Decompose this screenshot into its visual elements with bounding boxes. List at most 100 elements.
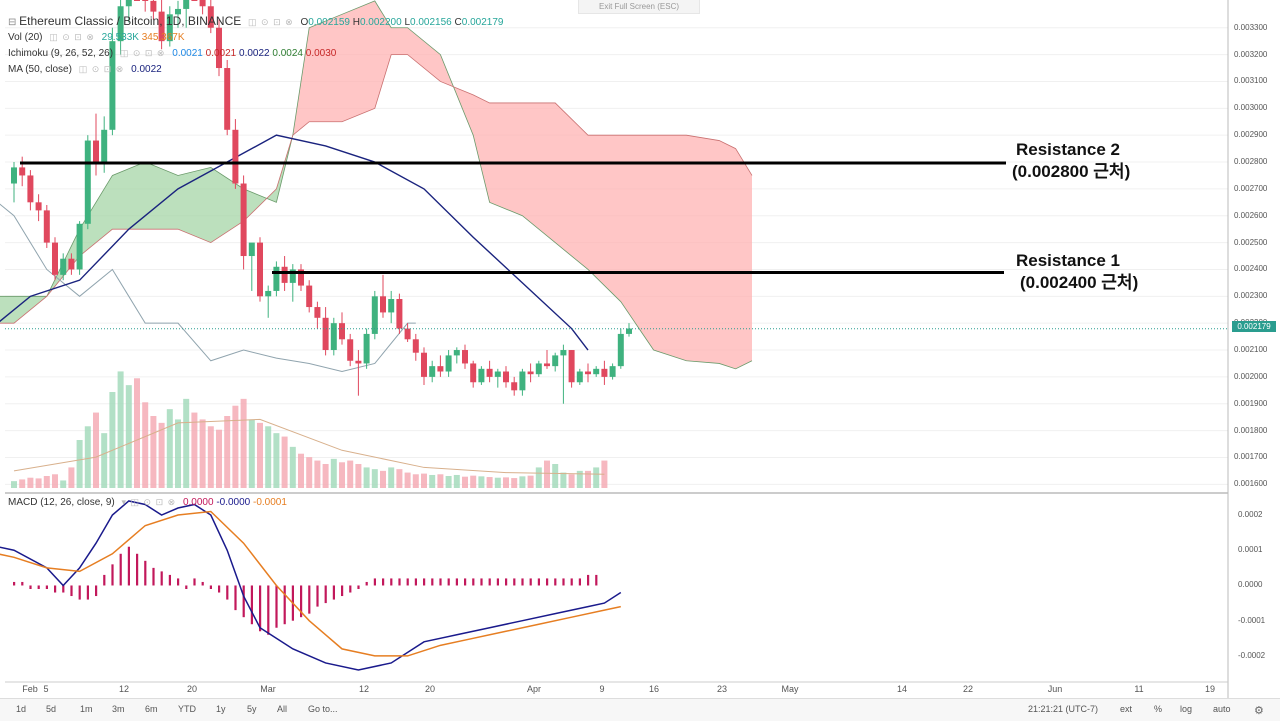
timeframe-all[interactable]: All [277, 704, 288, 714]
candle-body[interactable] [248, 242, 255, 257]
ichimoku-indicator-name[interactable]: Ichimoku (9, 26, 52, 26) [8, 48, 114, 59]
timeframe-5y[interactable]: 5y [247, 704, 257, 714]
candle-body[interactable] [289, 269, 296, 283]
candle-body[interactable] [52, 242, 58, 275]
symbol-title[interactable]: Ethereum Classic / Bitcoin, 1D, BINANCE [19, 14, 242, 28]
candle-body[interactable] [511, 382, 518, 391]
candle-body[interactable] [199, 0, 206, 7]
timeframe-1d[interactable]: 1d [16, 704, 27, 714]
candle-body[interactable] [388, 299, 395, 313]
candle-body[interactable] [421, 352, 427, 377]
candle-body[interactable] [617, 333, 624, 367]
candle-body[interactable] [371, 296, 378, 334]
candle-body[interactable] [478, 368, 485, 383]
candle-body[interactable] [429, 366, 436, 377]
collapse-icon[interactable]: ⊟ [8, 17, 17, 28]
candle-body[interactable] [593, 368, 600, 375]
candle-body[interactable] [601, 368, 608, 377]
candle-body[interactable] [216, 27, 222, 69]
candle-body[interactable] [183, 0, 190, 9]
timeframe-3m[interactable]: 3m [112, 704, 125, 714]
ichimoku-buttons-icon[interactable]: ◫ ⊙ ⊡ ⊗ [119, 48, 166, 58]
candle-body[interactable] [68, 258, 75, 270]
timeframe-1m[interactable]: 1m [80, 704, 93, 714]
ma-buttons-icon[interactable]: ◫ ⊙ ⊡ ⊗ [78, 64, 125, 74]
candle-body[interactable] [19, 167, 26, 176]
candle-body[interactable] [552, 355, 559, 367]
clock-readout[interactable]: 21:21:21 (UTC-7) [1028, 704, 1099, 714]
candle-body[interactable] [232, 129, 239, 184]
macd-buttons-icon[interactable]: ▾ ◫ ⊙ ⊡ ⊗ [121, 497, 177, 507]
candle-body[interactable] [207, 6, 214, 28]
candle-body[interactable] [568, 350, 575, 383]
candle-body[interactable] [322, 317, 329, 351]
candle-body[interactable] [404, 328, 411, 340]
gear-icon[interactable]: ⚙ [1254, 705, 1264, 717]
candle-body[interactable] [486, 368, 493, 377]
candle-body[interactable] [396, 299, 403, 329]
candle-body[interactable] [494, 371, 501, 377]
candle-body[interactable] [101, 129, 108, 163]
candle-body[interactable] [363, 333, 370, 364]
candle-body[interactable] [560, 350, 567, 356]
percent-toggle[interactable]: % [1154, 704, 1163, 714]
candle-body[interactable] [535, 363, 542, 375]
volume-buttons-icon[interactable]: ◫ ⊙ ⊡ ⊗ [49, 32, 95, 42]
log-toggle[interactable]: log [1180, 704, 1193, 714]
candle-body[interactable] [240, 183, 247, 257]
ma-indicator-name[interactable]: MA (50, close) [8, 64, 72, 75]
ext-toggle[interactable]: ext [1120, 704, 1133, 714]
candle-body[interactable] [175, 8, 181, 15]
candle-body[interactable] [35, 202, 42, 211]
candle-body[interactable] [93, 140, 99, 163]
candle-body[interactable] [142, 0, 149, 1]
auto-toggle[interactable]: auto [1213, 704, 1231, 714]
candle-body[interactable] [445, 355, 452, 372]
candle-body[interactable] [150, 0, 157, 12]
candle-body[interactable] [158, 11, 165, 42]
candle-body[interactable] [609, 366, 616, 377]
candle-body[interactable] [224, 68, 231, 130]
candle-body[interactable] [76, 223, 83, 270]
candle-body[interactable] [43, 210, 50, 243]
candle-body[interactable] [134, 0, 140, 1]
candle-body[interactable] [84, 140, 91, 224]
candle-body[interactable] [544, 363, 550, 367]
candle-body[interactable] [585, 371, 591, 375]
candle-body[interactable] [125, 0, 132, 7]
candle-body[interactable] [519, 371, 526, 391]
candle-body[interactable] [470, 363, 477, 383]
candle-body[interactable] [355, 360, 362, 364]
volume-indicator-name[interactable]: Vol (20) [8, 32, 43, 43]
macd-indicator-name[interactable]: MACD (12, 26, close, 9) [8, 497, 115, 508]
candle-body[interactable] [437, 366, 444, 372]
candle-body[interactable] [626, 328, 632, 334]
candle-body[interactable] [503, 371, 509, 383]
timeframe-6m[interactable]: 6m [145, 704, 158, 714]
candle-body[interactable] [27, 175, 34, 203]
candle-body[interactable] [453, 350, 460, 356]
candle-body[interactable] [314, 307, 321, 318]
candle-body[interactable] [462, 350, 468, 364]
candle-body[interactable] [273, 266, 280, 291]
candle-body[interactable] [347, 339, 354, 361]
candle-body[interactable] [527, 371, 534, 375]
candle-body[interactable] [117, 6, 124, 42]
candle-body[interactable] [257, 242, 263, 297]
candle-body[interactable] [166, 14, 173, 42]
legend-buttons-icon[interactable]: ◫ ⊙ ⊡ ⊗ [248, 17, 294, 27]
goto-date-button[interactable]: Go to... [308, 704, 338, 714]
candle-body[interactable] [339, 323, 345, 340]
candle-body[interactable] [265, 290, 272, 297]
candle-body[interactable] [330, 323, 337, 351]
candle-body[interactable] [11, 167, 17, 184]
timeframe-5d[interactable]: 5d [46, 704, 57, 714]
candle-body[interactable] [191, 0, 198, 1]
timeframe-ytd[interactable]: YTD [178, 704, 196, 714]
timeframe-1y[interactable]: 1y [216, 704, 226, 714]
candle-body[interactable] [109, 41, 116, 130]
candle-body[interactable] [576, 371, 583, 383]
candle-body[interactable] [281, 266, 288, 283]
candle-body[interactable] [306, 285, 313, 308]
